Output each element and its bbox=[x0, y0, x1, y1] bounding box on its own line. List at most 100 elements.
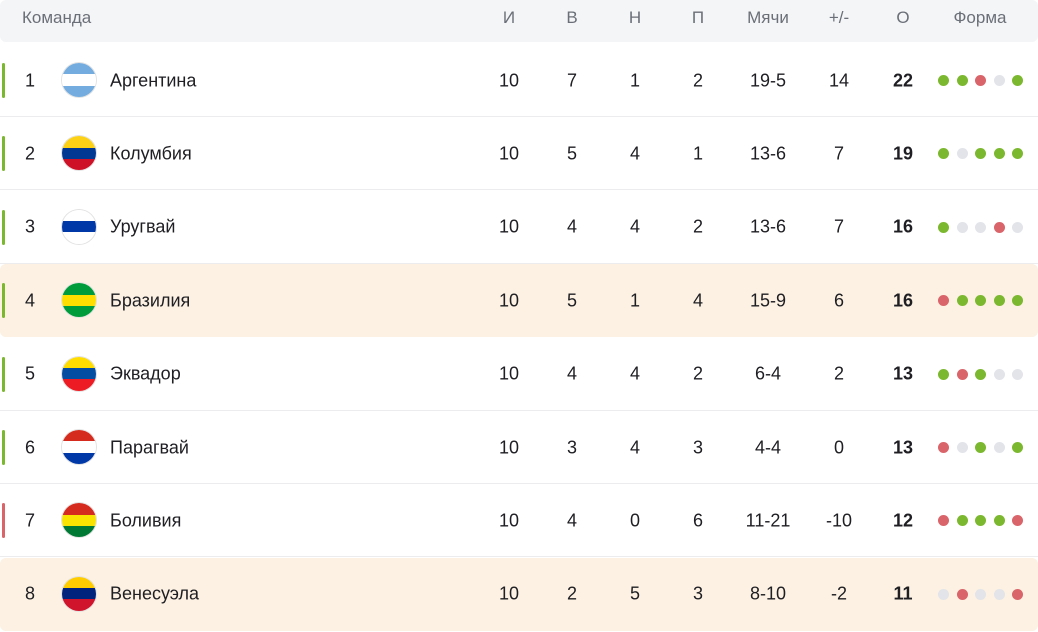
column-header: Форма bbox=[953, 8, 1007, 27]
form-dot bbox=[975, 368, 986, 380]
form-dot bbox=[1012, 442, 1023, 453]
form-dot bbox=[993, 295, 1005, 307]
diff: -10 bbox=[825, 510, 853, 531]
played: 10 bbox=[498, 363, 520, 384]
column-header: Мячи bbox=[747, 8, 789, 27]
flag-stripe bbox=[62, 599, 96, 611]
played: 10 bbox=[498, 143, 520, 164]
flag-stripe bbox=[62, 232, 96, 244]
zone-indicator bbox=[2, 356, 5, 392]
form-dot bbox=[1012, 148, 1023, 160]
form-dot bbox=[938, 295, 949, 307]
flag-stripe bbox=[62, 356, 96, 368]
flag-stripe bbox=[62, 305, 96, 318]
form-dot bbox=[1012, 221, 1023, 233]
team-name: Уругвай bbox=[110, 216, 176, 237]
form-dot bbox=[938, 148, 949, 160]
points: 16 bbox=[892, 290, 914, 311]
flag-stripe bbox=[62, 430, 96, 442]
won: 4 bbox=[566, 510, 578, 531]
points: 13 bbox=[892, 363, 914, 384]
flag-stripe bbox=[62, 74, 96, 86]
form-dot bbox=[956, 221, 968, 233]
played: 10 bbox=[498, 70, 520, 90]
points: 16 bbox=[892, 216, 914, 237]
drawn: 0 bbox=[629, 510, 641, 531]
flag-stripe bbox=[62, 379, 96, 391]
played: 10 bbox=[498, 510, 520, 531]
goals: 8-10 bbox=[749, 583, 787, 604]
goals: 11-21 bbox=[745, 510, 791, 531]
team-row: 7 Боливия 10 4 0 6 11-21 -10 12 bbox=[0, 484, 1038, 558]
flag-stripe bbox=[62, 159, 96, 171]
team-row: 3 Уругвай 10 4 4 2 13-6 7 16 bbox=[0, 191, 1038, 264]
flag-stripe bbox=[62, 209, 96, 222]
column-header: И bbox=[502, 8, 516, 27]
rank: 1 bbox=[24, 70, 36, 90]
rank: 6 bbox=[24, 437, 36, 457]
zone-indicator bbox=[2, 503, 5, 539]
form-dot bbox=[993, 221, 1005, 233]
form-dot bbox=[975, 588, 986, 600]
form-dot bbox=[956, 295, 968, 307]
form-dot bbox=[938, 588, 949, 600]
row-separator bbox=[0, 483, 1038, 484]
form-dot bbox=[975, 221, 986, 233]
points: 22 bbox=[892, 70, 914, 90]
team-flag bbox=[62, 576, 96, 611]
flag-stripe bbox=[62, 441, 96, 453]
team-flag bbox=[62, 63, 96, 97]
rank: 3 bbox=[24, 216, 36, 237]
team-flag bbox=[62, 430, 96, 464]
goals: 15-9 bbox=[749, 290, 787, 311]
form-dot bbox=[993, 515, 1005, 527]
row-separator bbox=[0, 116, 1038, 117]
points: 11 bbox=[893, 583, 913, 604]
won: 3 bbox=[566, 437, 578, 457]
rank: 5 bbox=[24, 363, 36, 384]
form-dot bbox=[993, 368, 1005, 380]
column-header: Команда bbox=[22, 8, 92, 27]
flag-stripe bbox=[62, 85, 96, 97]
drawn: 1 bbox=[629, 290, 641, 311]
played: 10 bbox=[498, 290, 520, 311]
team-name: Аргентина bbox=[110, 70, 197, 90]
column-header: Н bbox=[628, 8, 642, 27]
lost: 2 bbox=[692, 216, 704, 237]
rank: 8 bbox=[24, 583, 36, 604]
team-name: Колумбия bbox=[110, 143, 192, 164]
team-flag bbox=[62, 209, 96, 244]
team-row: 5 Эквадор 10 4 4 2 6-4 2 13 bbox=[0, 338, 1038, 411]
lost: 2 bbox=[692, 70, 704, 90]
team-name: Боливия bbox=[110, 510, 182, 531]
diff: 7 bbox=[833, 143, 845, 164]
goals: 13-6 bbox=[749, 143, 787, 164]
team-name: Бразилия bbox=[110, 290, 191, 311]
team-row: 8 Венесуэла 10 2 5 3 8-10 -2 11 bbox=[0, 557, 1038, 631]
column-header: В bbox=[566, 8, 578, 27]
team-name: Эквадор bbox=[110, 363, 181, 384]
points: 19 bbox=[892, 143, 914, 164]
form-dot bbox=[956, 148, 968, 160]
team-name: Парагвай bbox=[110, 437, 189, 457]
played: 10 bbox=[498, 437, 520, 457]
row-separator bbox=[0, 409, 1038, 411]
drawn: 4 bbox=[629, 216, 641, 237]
form-dot bbox=[956, 515, 968, 527]
form-dot bbox=[938, 442, 949, 453]
played: 10 bbox=[498, 583, 520, 604]
zone-indicator bbox=[2, 283, 5, 319]
form-dot bbox=[956, 442, 968, 453]
form-dot bbox=[956, 75, 968, 86]
zone-indicator bbox=[2, 430, 5, 465]
zone-indicator bbox=[2, 209, 5, 245]
row-separator bbox=[0, 189, 1038, 191]
points: 12 bbox=[892, 510, 914, 531]
flag-stripe bbox=[62, 588, 96, 600]
rank: 2 bbox=[24, 143, 36, 164]
lost: 6 bbox=[692, 510, 704, 531]
flag-stripe bbox=[62, 526, 96, 538]
team-name: Венесуэла bbox=[110, 583, 200, 604]
goals: 6-4 bbox=[754, 363, 782, 384]
flag-stripe bbox=[62, 452, 96, 464]
